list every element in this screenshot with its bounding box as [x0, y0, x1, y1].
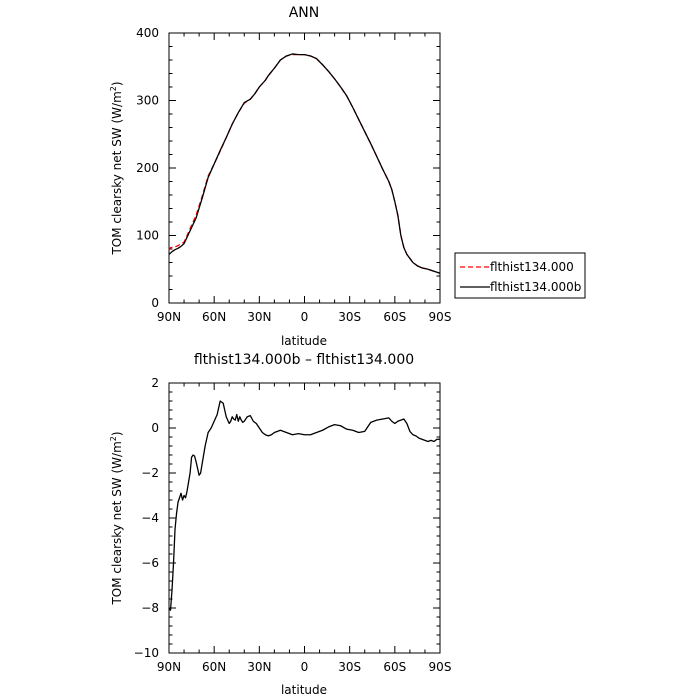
panel-1-x-tick-label: 60S: [383, 660, 406, 674]
panel-0-y-axis-label-suffix: ): [110, 81, 124, 86]
panel-0-plot-frame: [168, 32, 441, 304]
panel-1-x-tick-label: 60N: [202, 660, 226, 674]
panel-1-y-ticks: −10 −8 −6 −4 −2 0 2: [134, 376, 440, 660]
panel-0-x-axis-label: latitude: [281, 334, 327, 348]
panel-1-x-ticks: 90N 60N 30N 0 30S 60S 90S: [157, 383, 452, 674]
panel-0-series-line-flthist134-000: [168, 53, 441, 274]
legend-label-flthist134-000: flthist134.000: [490, 260, 574, 274]
panel-1-x-tick-label: 90S: [429, 660, 452, 674]
panel-1-plot-frame: [168, 382, 441, 654]
panel-1-x-tick-label: 90N: [157, 660, 181, 674]
panel-1-y-tick-label: 2: [151, 376, 159, 390]
panel-1-y-axis-label-prefix: TOM clearsky net SW (W/m: [110, 441, 124, 605]
panel-1-y-axis-label-sup: 2: [109, 436, 118, 441]
panel-0-title: ANN: [289, 5, 320, 21]
panel-0-x-tick-label: 0: [301, 310, 309, 324]
panel-0-y-axis-label-prefix: TOM clearsky net SW (W/m: [110, 91, 124, 255]
panel-0-series-layer: [168, 53, 441, 274]
panel-1-y-axis-label: TOM clearsky net SW (W/m2): [109, 431, 124, 605]
panel-0-x-tick-label: 90N: [157, 310, 181, 324]
panel-0-x-tick-label: 90S: [429, 310, 452, 324]
panel-0-y-axis-label: TOM clearsky net SW (W/m2): [109, 81, 124, 255]
legend-label-flthist134-000b: flthist134.000b: [490, 280, 581, 294]
panel-1-y-tick-label: −10: [134, 646, 159, 660]
panel-0-y-tick-label: 300: [136, 94, 159, 108]
panel-1-y-tick-label: −8: [141, 601, 159, 615]
panel-0-y-tick-label: 400: [136, 26, 159, 40]
panel-1-x-tick-label: 0: [301, 660, 309, 674]
panel-annual-clearsky-sw: ANN 90N 60N 30N 0 30S 60S 90S 0 100 200 300 400 la…: [109, 5, 586, 348]
panel-difference: flthist134.000b – flthist134.000 90N 60N 3…: [109, 352, 451, 697]
panel-1-series-layer: [168, 400, 440, 611]
panel-0-y-tick-label: 100: [136, 229, 159, 243]
panel-1-x-tick-label: 30N: [247, 660, 271, 674]
panel-1-y-tick-label: −4: [141, 511, 159, 525]
panel-1-title: flthist134.000b – flthist134.000: [194, 352, 414, 368]
panel-0-x-tick-label: 60S: [383, 310, 406, 324]
panel-0-y-tick-label: 0: [151, 296, 159, 310]
panel-0-y-tick-label: 200: [136, 161, 159, 175]
legend: flthist134.000 flthist134.000b: [454, 252, 586, 299]
panel-0-series-line-flthist134-000b: [168, 53, 441, 274]
panel-0-x-tick-label: 30N: [247, 310, 271, 324]
panel-0-x-ticks: 90N 60N 30N 0 30S 60S 90S: [157, 33, 452, 324]
panel-0-y-axis-label-sup: 2: [109, 86, 118, 91]
panel-1-y-tick-label: 0: [151, 421, 159, 435]
panel-1-y-axis-label-suffix: ): [110, 431, 124, 436]
panel-1-y-tick-label: −6: [141, 556, 159, 570]
panel-0-x-tick-label: 60N: [202, 310, 226, 324]
panel-1-y-tick-label: −2: [141, 466, 159, 480]
panel-0-y-ticks: 0 100 200 300 400: [136, 26, 440, 310]
panel-0-x-tick-label: 30S: [338, 310, 361, 324]
legend-box: [454, 252, 586, 299]
panel-1-x-axis-label: latitude: [281, 683, 327, 697]
panel-1-series-line-difference: [168, 400, 440, 611]
panel-1-x-tick-label: 30S: [338, 660, 361, 674]
